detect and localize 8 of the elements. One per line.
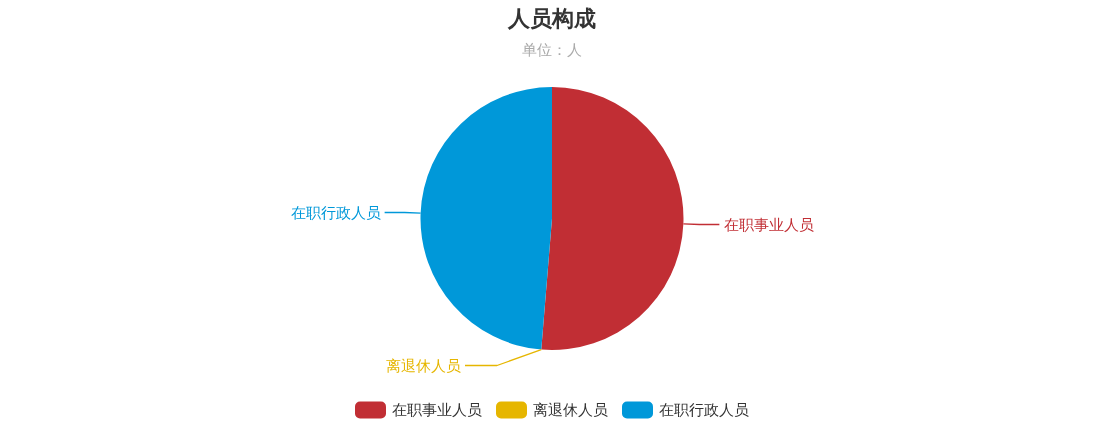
- chart-subtitle: 单位：人: [522, 41, 582, 59]
- legend-label: 离退休人员: [533, 401, 608, 420]
- slice-label: 在职事业人员: [724, 215, 815, 234]
- slice-label: 在职行政人员: [290, 203, 381, 222]
- category-label: 离退休人员: [386, 356, 461, 375]
- legend-label: 在职行政人员: [659, 401, 749, 420]
- legend-label: 在职事业人员: [392, 401, 482, 420]
- chart-title: 人员构成: [507, 6, 596, 31]
